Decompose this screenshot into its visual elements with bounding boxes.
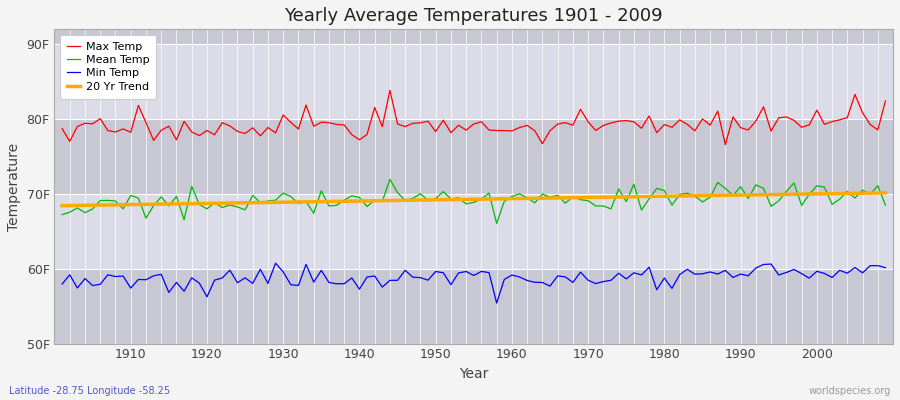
Bar [55, 29, 893, 44]
Max Temp [514, 125, 525, 130]
20 Yr Trend [57, 203, 68, 208]
Min Temp [293, 283, 304, 288]
Max Temp [118, 126, 129, 131]
Line: Max Temp: Max Temp [62, 90, 886, 145]
Max Temp [285, 120, 296, 125]
Mean Temp [880, 203, 891, 208]
Mean Temp [514, 192, 525, 196]
Min Temp [118, 274, 129, 278]
Line: 20 Yr Trend: 20 Yr Trend [62, 193, 886, 206]
Min Temp [514, 275, 525, 280]
Min Temp [270, 261, 281, 266]
Max Temp [57, 126, 68, 131]
Y-axis label: Temperature: Temperature [7, 142, 21, 230]
Bar [55, 44, 893, 119]
Max Temp [507, 128, 517, 133]
Text: Latitude -28.75 Longitude -58.25: Latitude -28.75 Longitude -58.25 [9, 386, 170, 396]
Min Temp [880, 265, 891, 270]
20 Yr Trend [507, 196, 517, 201]
Max Temp [880, 98, 891, 103]
Line: Min Temp: Min Temp [62, 263, 886, 303]
Mean Temp [522, 195, 533, 200]
20 Yr Trend [285, 200, 296, 204]
X-axis label: Year: Year [459, 367, 489, 381]
Mean Temp [118, 206, 129, 211]
Max Temp [384, 88, 395, 93]
20 Yr Trend [880, 190, 891, 195]
Min Temp [613, 271, 624, 276]
Max Temp [720, 142, 731, 147]
Mean Temp [384, 177, 395, 182]
20 Yr Trend [331, 199, 342, 204]
Min Temp [57, 282, 68, 286]
Bar [55, 194, 893, 269]
Mean Temp [331, 203, 342, 208]
Mean Temp [285, 194, 296, 199]
Min Temp [522, 278, 533, 283]
Min Temp [338, 281, 349, 286]
20 Yr Trend [499, 196, 509, 201]
Min Temp [491, 301, 502, 306]
Legend: Max Temp, Mean Temp, Min Temp, 20 Yr Trend: Max Temp, Mean Temp, Min Temp, 20 Yr Tre… [60, 35, 156, 99]
20 Yr Trend [118, 202, 129, 207]
Text: worldspecies.org: worldspecies.org [809, 386, 891, 396]
Mean Temp [491, 221, 502, 226]
20 Yr Trend [598, 195, 608, 200]
Bar [55, 269, 893, 344]
Max Temp [606, 120, 616, 125]
Bar [55, 119, 893, 194]
Line: Mean Temp: Mean Temp [62, 179, 886, 224]
Title: Yearly Average Temperatures 1901 - 2009: Yearly Average Temperatures 1901 - 2009 [284, 7, 663, 25]
Mean Temp [613, 186, 624, 191]
Mean Temp [57, 212, 68, 217]
Max Temp [331, 122, 342, 127]
